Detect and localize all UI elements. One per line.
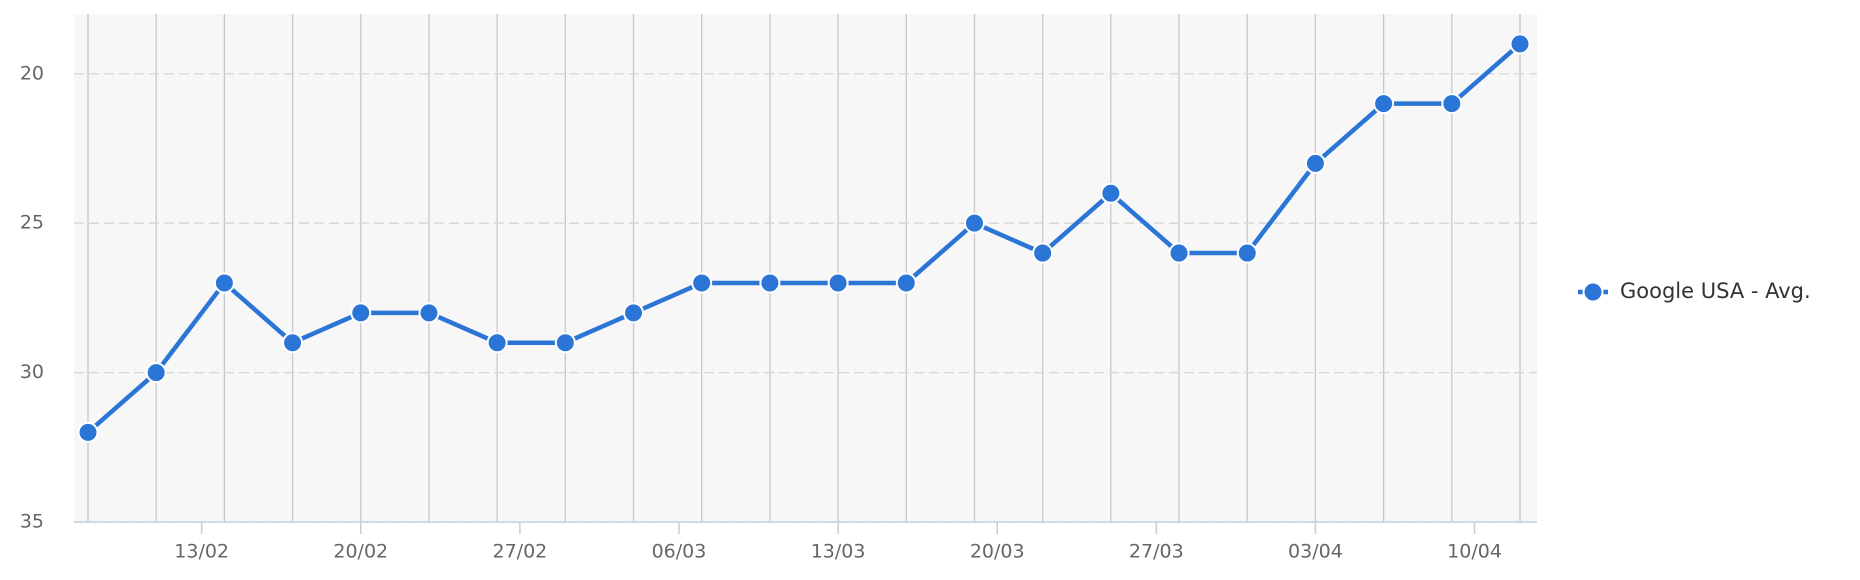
point [1032,242,1054,264]
point [1304,152,1326,174]
point [827,272,849,294]
y-tick-label: 30 [20,361,44,383]
x-tick-label: 20/03 [970,541,1025,563]
x-tick-label: 20/02 [333,541,388,563]
point [759,272,781,294]
point [350,302,372,324]
x-tick-label: 27/02 [492,541,547,563]
point [1441,93,1463,115]
point [145,362,167,384]
point [213,272,235,294]
plot-background [74,14,1537,522]
point [418,302,440,324]
point [895,272,917,294]
point [77,421,99,443]
point [486,332,508,354]
x-tick-label: 03/04 [1288,541,1343,563]
point [691,272,713,294]
point [623,302,645,324]
x-tick-label: 13/03 [811,541,866,563]
series-line [86,42,1522,435]
y-tick-label: 35 [20,511,44,533]
point [1236,242,1258,264]
x-tick-label: 06/03 [652,541,707,563]
x-tick-label: 10/04 [1447,541,1502,563]
point [1509,33,1531,55]
point [963,212,985,234]
y-tick-label: 20 [20,62,44,84]
x-tick-label: 13/02 [174,541,229,563]
y-tick-label: 25 [20,212,44,234]
legend-label[interactable]: Google USA - Avg. [1620,279,1811,303]
x-tick-label: 27/03 [1129,541,1184,563]
point [1168,242,1190,264]
point [554,332,576,354]
point [282,332,304,354]
point [1100,182,1122,204]
point [1373,93,1395,115]
legend-marker [1582,281,1604,303]
